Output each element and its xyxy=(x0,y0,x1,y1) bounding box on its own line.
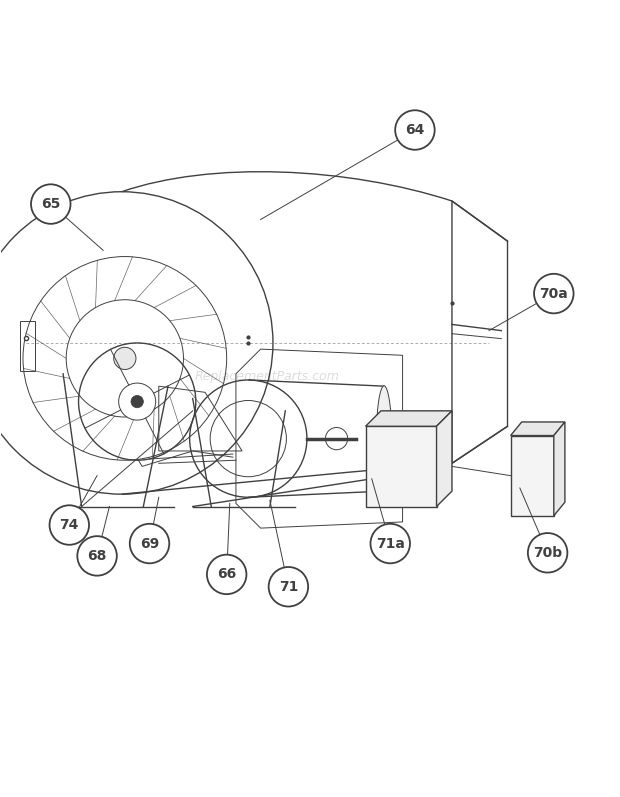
Text: 71a: 71a xyxy=(376,536,405,551)
Text: 74: 74 xyxy=(60,518,79,532)
Polygon shape xyxy=(511,422,565,435)
Circle shape xyxy=(31,184,71,224)
Circle shape xyxy=(207,555,246,594)
Circle shape xyxy=(130,524,169,563)
Circle shape xyxy=(371,524,410,563)
Circle shape xyxy=(113,347,136,370)
Text: ReplacementParts.com: ReplacementParts.com xyxy=(194,371,339,383)
Polygon shape xyxy=(554,422,565,516)
Bar xyxy=(366,426,436,507)
Text: 70b: 70b xyxy=(533,546,562,559)
Text: 71: 71 xyxy=(279,579,298,594)
Text: 69: 69 xyxy=(140,536,159,551)
Ellipse shape xyxy=(376,386,392,492)
Circle shape xyxy=(131,395,143,408)
Bar xyxy=(511,435,554,516)
Text: 70a: 70a xyxy=(539,287,568,300)
Text: 66: 66 xyxy=(217,567,236,581)
Polygon shape xyxy=(436,410,452,507)
Text: 68: 68 xyxy=(87,549,107,563)
Polygon shape xyxy=(366,410,452,426)
Text: 64: 64 xyxy=(405,123,425,137)
Circle shape xyxy=(395,110,435,150)
Circle shape xyxy=(78,536,117,575)
Circle shape xyxy=(118,383,156,420)
Text: 65: 65 xyxy=(41,197,61,211)
Circle shape xyxy=(528,533,567,572)
Bar xyxy=(20,321,35,371)
Circle shape xyxy=(534,274,574,313)
Circle shape xyxy=(268,567,308,607)
Circle shape xyxy=(50,505,89,545)
